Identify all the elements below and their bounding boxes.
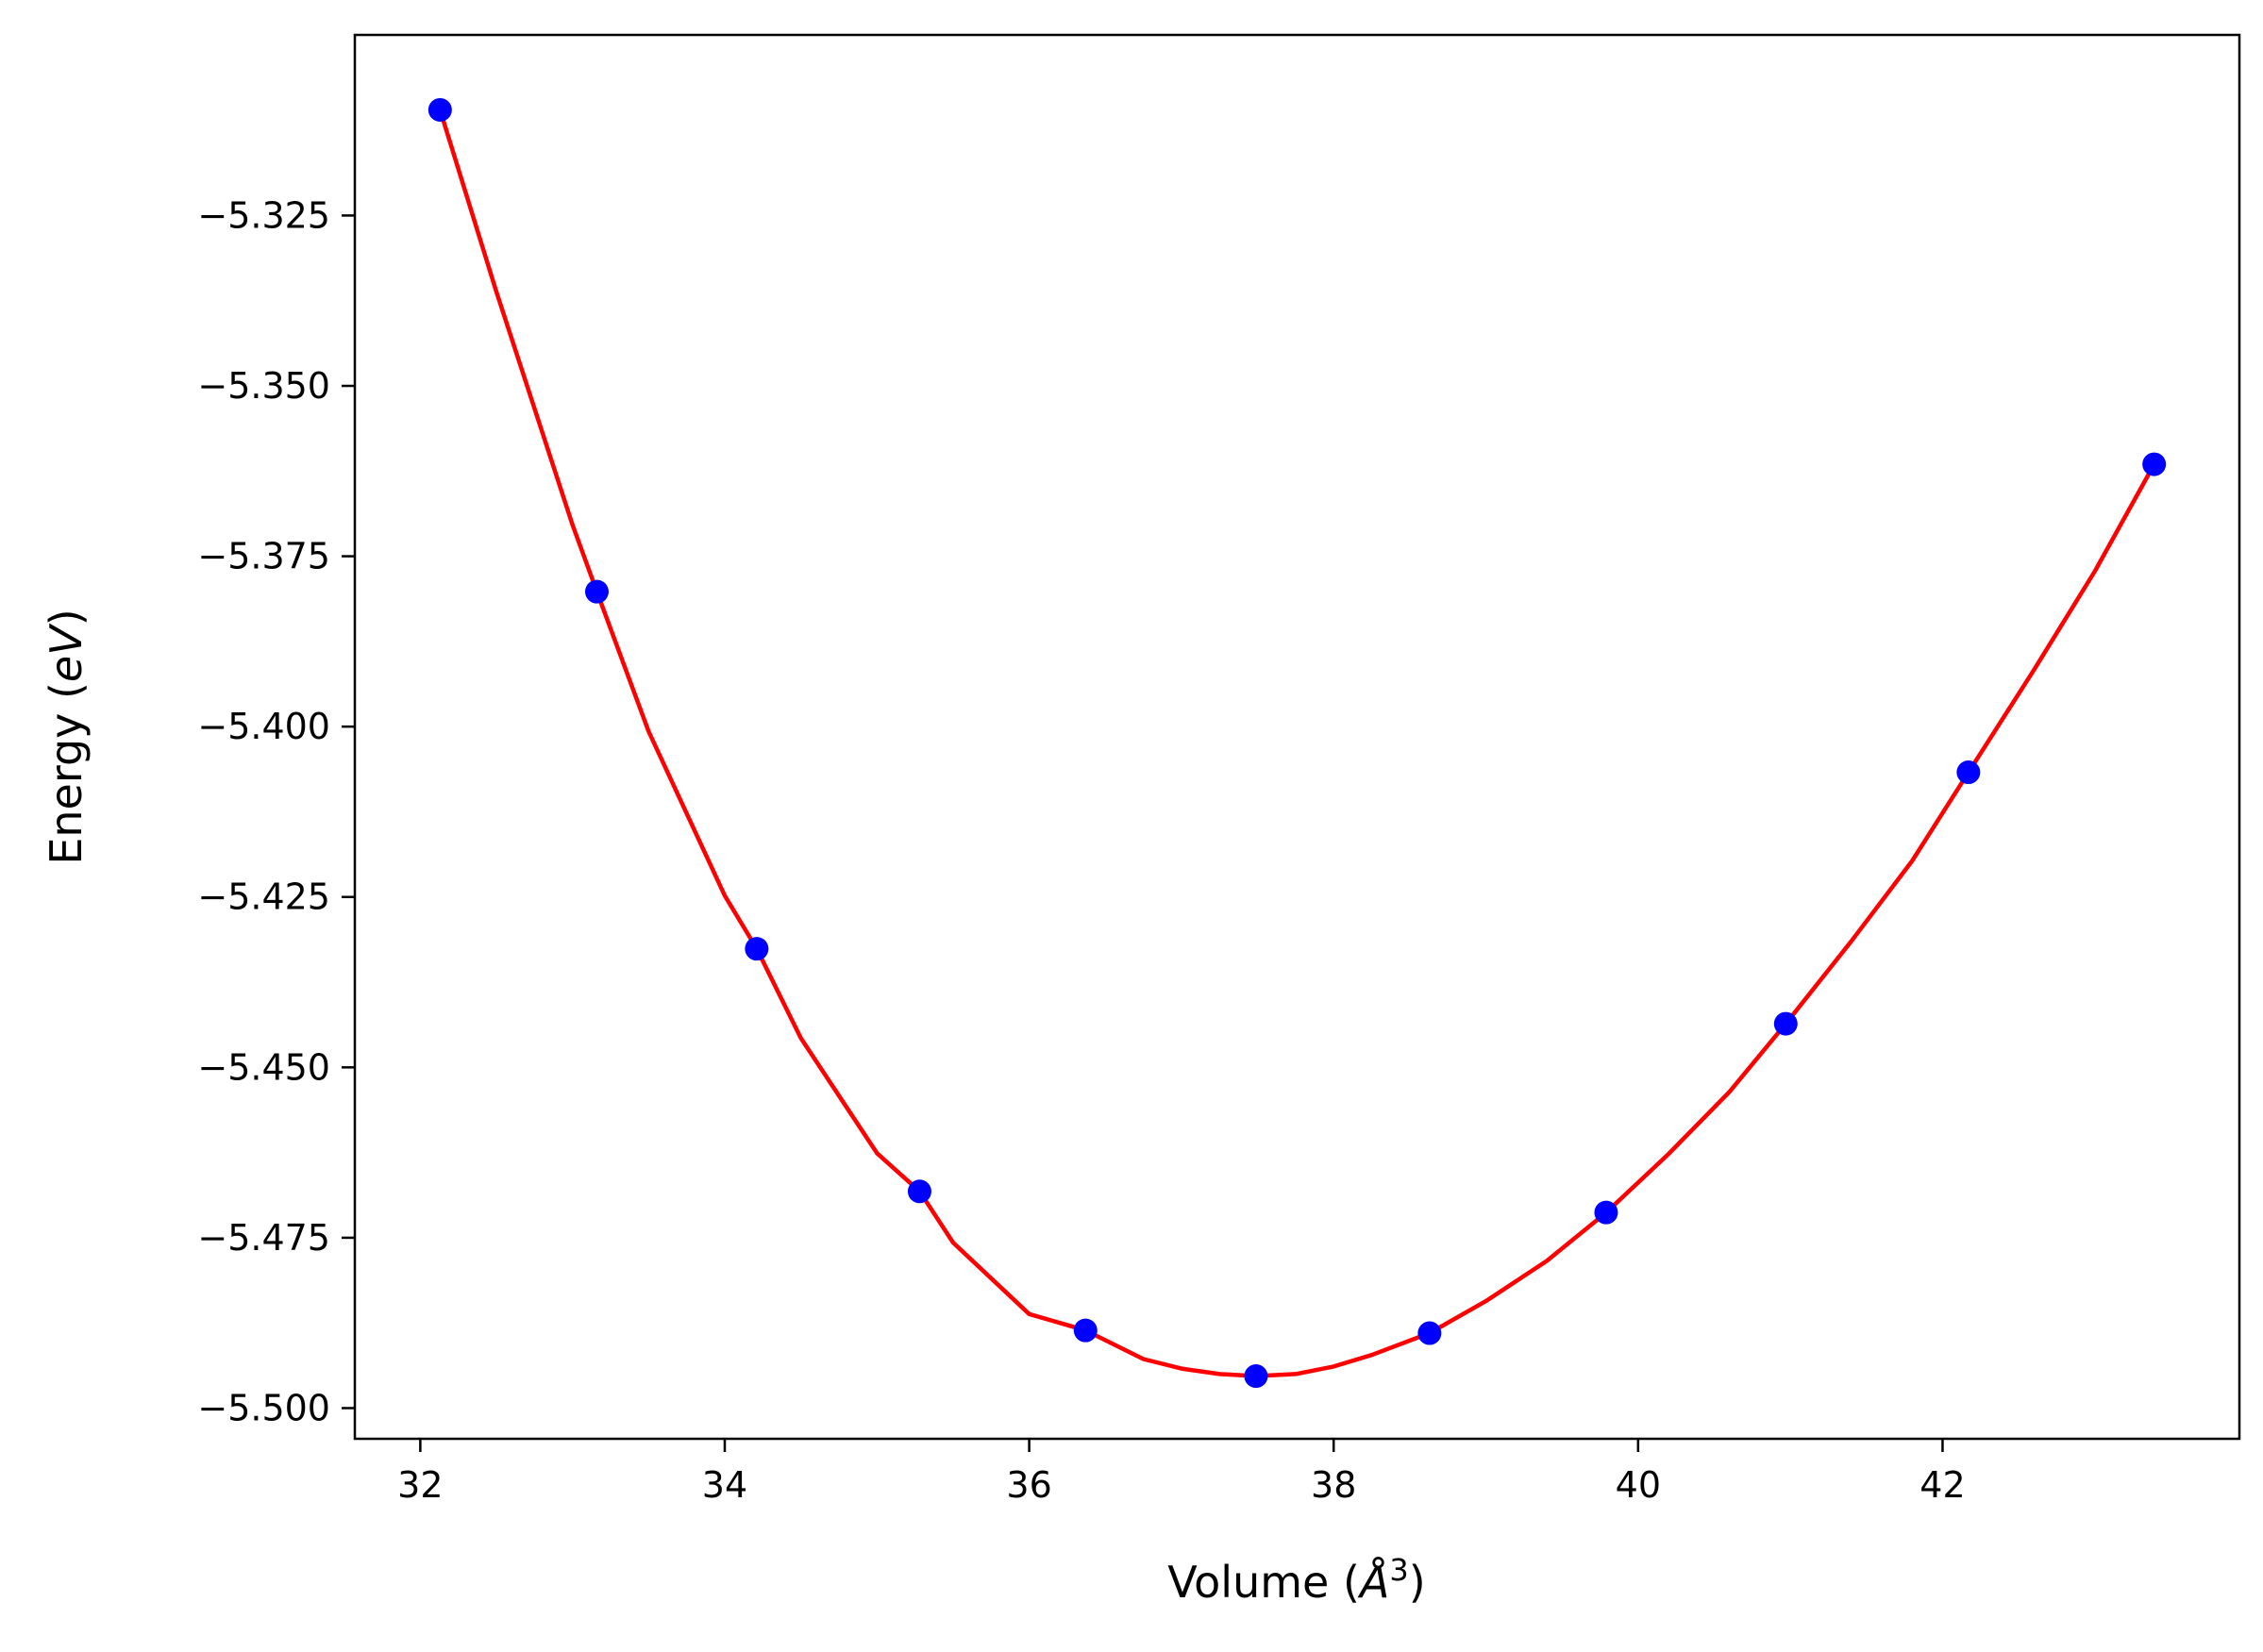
x-axis-unit-power: 3	[1389, 1552, 1408, 1588]
y-axis-label-paren-close: )	[41, 609, 92, 626]
y-axis: −5.325 −5.350 −5.375 −5.400 −5.425 −5.450 −5.4…	[197, 194, 355, 1428]
x-axis-label-paren-close: )	[1409, 1557, 1426, 1608]
data-point	[584, 579, 609, 604]
x-axis-label-text: Volume	[1167, 1557, 1329, 1608]
y-axis-label: Energy (eV)	[41, 609, 92, 864]
x-tick-label: 40	[1616, 1464, 1661, 1506]
x-tick-label: 36	[1006, 1464, 1051, 1506]
y-tick-label: −5.500	[197, 1387, 330, 1428]
data-point	[1594, 1200, 1618, 1225]
y-tick-label: −5.475	[197, 1217, 330, 1259]
x-axis-label: Volume (Å3)	[1167, 1552, 1425, 1608]
y-axis-label-text: Energy	[41, 713, 92, 865]
x-tick-label: 42	[1919, 1464, 1965, 1506]
y-tick-label: −5.425	[197, 876, 330, 918]
y-axis-label-paren-open: (	[41, 682, 92, 713]
y-tick-label: −5.450	[197, 1046, 330, 1088]
data-point	[1244, 1364, 1268, 1389]
y-tick-label: −5.350	[197, 365, 330, 407]
plot-area	[427, 97, 2167, 1389]
data-point	[1417, 1321, 1442, 1345]
y-axis-unit: eV	[41, 623, 92, 682]
data-point	[427, 97, 452, 122]
y-tick-label: −5.375	[197, 536, 330, 577]
x-axis-label-paren-open: (	[1329, 1557, 1360, 1608]
data-point	[2142, 452, 2167, 476]
y-tick-label: −5.400	[197, 706, 330, 747]
data-point	[1073, 1318, 1098, 1343]
x-tick-label: 38	[1311, 1464, 1356, 1506]
x-axis: 32 34 36 38 40 42	[397, 1439, 1966, 1506]
data-point	[1956, 760, 1981, 785]
axes-frame	[353, 33, 2241, 1441]
data-point	[745, 937, 769, 961]
x-axis-unit: Å	[1357, 1557, 1389, 1608]
x-tick-label: 34	[702, 1464, 747, 1506]
data-point	[907, 1179, 931, 1204]
x-tick-label: 32	[397, 1464, 443, 1506]
data-point	[1773, 1011, 1798, 1036]
y-tick-label: −5.325	[197, 194, 330, 236]
